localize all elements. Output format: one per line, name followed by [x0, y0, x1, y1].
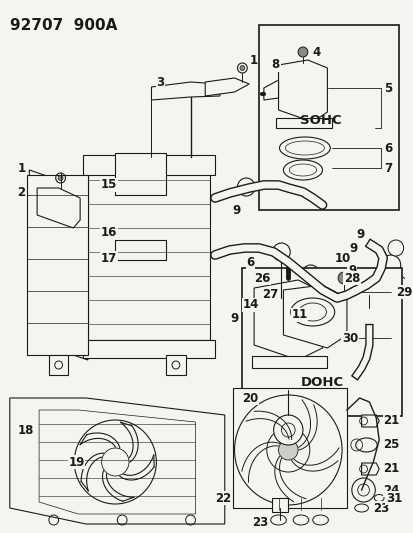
Text: 9: 9: [356, 229, 364, 241]
Text: 20: 20: [242, 392, 258, 405]
Polygon shape: [263, 80, 278, 100]
Text: 27: 27: [261, 288, 278, 302]
Text: 6: 6: [383, 141, 392, 155]
Circle shape: [387, 240, 403, 256]
Text: 2: 2: [17, 187, 26, 199]
Polygon shape: [29, 170, 88, 360]
Circle shape: [278, 440, 297, 460]
Polygon shape: [275, 118, 332, 128]
Circle shape: [351, 478, 374, 502]
Circle shape: [301, 265, 319, 283]
Circle shape: [337, 272, 349, 284]
Text: 28: 28: [343, 271, 359, 285]
Circle shape: [380, 255, 400, 275]
Text: 1: 1: [17, 161, 26, 174]
Polygon shape: [27, 175, 88, 355]
Text: 92707  900A: 92707 900A: [10, 18, 117, 33]
Polygon shape: [278, 60, 327, 122]
Circle shape: [237, 178, 254, 196]
Circle shape: [58, 175, 63, 181]
Circle shape: [74, 420, 156, 504]
Text: 24: 24: [382, 483, 399, 497]
Ellipse shape: [290, 298, 334, 326]
Text: 23: 23: [373, 502, 389, 514]
Polygon shape: [83, 340, 214, 358]
Text: 17: 17: [100, 252, 116, 264]
Text: 22: 22: [214, 491, 231, 505]
Bar: [115, 240, 166, 260]
Circle shape: [240, 66, 244, 70]
Ellipse shape: [279, 137, 330, 159]
Text: 7: 7: [383, 161, 391, 174]
Circle shape: [234, 395, 341, 505]
Text: 1: 1: [249, 53, 257, 67]
Polygon shape: [10, 398, 224, 524]
Circle shape: [273, 415, 302, 445]
Text: 16: 16: [100, 225, 117, 238]
Polygon shape: [271, 498, 287, 512]
Ellipse shape: [355, 438, 376, 452]
Circle shape: [297, 47, 307, 57]
Text: SOHC: SOHC: [300, 114, 341, 126]
Text: 21: 21: [382, 462, 399, 474]
Circle shape: [359, 308, 378, 328]
Polygon shape: [151, 82, 219, 100]
Circle shape: [389, 276, 406, 294]
Ellipse shape: [312, 515, 328, 525]
Polygon shape: [232, 388, 346, 508]
Polygon shape: [361, 463, 378, 475]
Ellipse shape: [354, 504, 368, 512]
Polygon shape: [205, 78, 249, 96]
Polygon shape: [88, 170, 210, 340]
Ellipse shape: [373, 495, 383, 502]
Bar: [242, 268, 401, 416]
Text: 26: 26: [254, 271, 270, 285]
Text: 6: 6: [246, 256, 254, 270]
Polygon shape: [283, 285, 346, 348]
Text: 10: 10: [333, 252, 350, 264]
Text: 9: 9: [349, 241, 357, 254]
Bar: [259, 25, 398, 210]
Ellipse shape: [292, 515, 308, 525]
Polygon shape: [252, 356, 327, 368]
Polygon shape: [361, 415, 378, 427]
Text: 18: 18: [17, 424, 34, 437]
Text: 9: 9: [230, 311, 238, 325]
Text: 5: 5: [383, 82, 392, 94]
Polygon shape: [39, 410, 195, 514]
Circle shape: [272, 243, 290, 261]
Text: 25: 25: [382, 439, 399, 451]
Ellipse shape: [283, 160, 322, 180]
Text: 30: 30: [341, 332, 357, 344]
Text: 14: 14: [242, 298, 258, 311]
Text: 11: 11: [290, 309, 307, 321]
Polygon shape: [49, 355, 68, 375]
Text: 8: 8: [271, 59, 279, 71]
Text: 19: 19: [68, 456, 85, 469]
Ellipse shape: [270, 515, 286, 525]
Text: 21: 21: [382, 414, 399, 426]
Polygon shape: [37, 188, 80, 228]
Text: 4: 4: [312, 45, 320, 59]
Circle shape: [269, 298, 292, 322]
Text: 31: 31: [385, 491, 401, 505]
Text: 9: 9: [347, 263, 355, 277]
Text: DOHC: DOHC: [300, 376, 343, 389]
Polygon shape: [166, 355, 185, 375]
Text: 3: 3: [156, 76, 164, 88]
Text: 9: 9: [232, 204, 240, 216]
Text: 23: 23: [252, 516, 268, 529]
Bar: [115, 153, 166, 195]
Text: 29: 29: [395, 286, 411, 298]
Polygon shape: [83, 155, 214, 175]
Text: 15: 15: [100, 179, 117, 191]
Polygon shape: [254, 280, 322, 360]
Circle shape: [322, 278, 337, 294]
